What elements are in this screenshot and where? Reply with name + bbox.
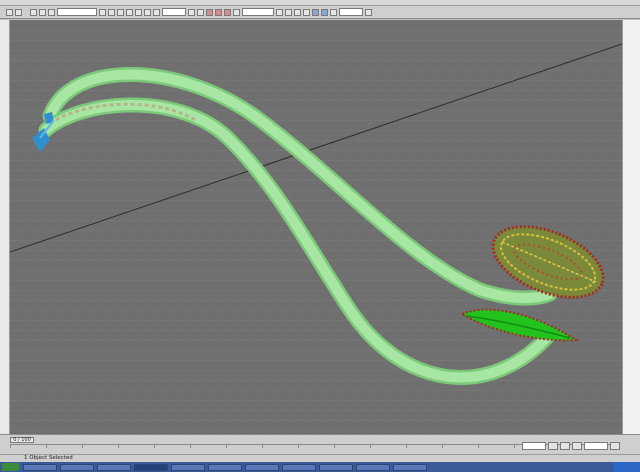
- percent-snap-icon[interactable]: [215, 8, 222, 16]
- pivot-icon[interactable]: [188, 8, 195, 16]
- snap-icon[interactable]: [197, 8, 204, 16]
- os-taskbar: [0, 462, 640, 472]
- render-type-dropdown[interactable]: [339, 8, 363, 16]
- goto-start-icon[interactable]: [548, 442, 558, 450]
- viewport-perspective[interactable]: [10, 20, 622, 434]
- gizmo-icon[interactable]: [32, 112, 55, 152]
- taskbar-item[interactable]: [282, 463, 316, 471]
- key-mode-field[interactable]: [522, 442, 546, 450]
- select-link-icon[interactable]: [30, 8, 37, 16]
- curve-editor-icon[interactable]: [303, 8, 310, 16]
- taskbar-item[interactable]: [23, 463, 57, 471]
- time-slider[interactable]: 0 / 100: [10, 437, 34, 443]
- taskbar-item[interactable]: [208, 463, 242, 471]
- system-tray: [614, 462, 640, 472]
- taskbar-item[interactable]: [134, 463, 168, 471]
- region-select-icon[interactable]: [117, 8, 124, 16]
- bind-spacewarp-icon[interactable]: [48, 8, 55, 16]
- angle-snap-icon[interactable]: [206, 8, 213, 16]
- selection-filter-dropdown[interactable]: [57, 8, 97, 16]
- taskbar-item[interactable]: [319, 463, 353, 471]
- spinner-snap-icon[interactable]: [224, 8, 231, 16]
- layer-icon[interactable]: [294, 8, 301, 16]
- window-crossing-icon[interactable]: [126, 8, 133, 16]
- rotate-icon[interactable]: [144, 8, 151, 16]
- taskbar-item[interactable]: [356, 463, 390, 471]
- redo-icon[interactable]: [15, 8, 22, 16]
- main-toolbar: [0, 6, 640, 19]
- time-config-icon[interactable]: [610, 442, 620, 450]
- schematic-icon[interactable]: [312, 8, 319, 16]
- unlink-icon[interactable]: [39, 8, 46, 16]
- move-icon[interactable]: [135, 8, 142, 16]
- time-slider-bar: 0 / 100: [0, 434, 640, 454]
- stem-tube-upper[interactable]: [42, 67, 558, 306]
- render-icon[interactable]: [365, 8, 372, 16]
- animation-controls: [522, 442, 620, 450]
- material-editor-icon[interactable]: [321, 8, 328, 16]
- goto-end-icon[interactable]: [572, 442, 582, 450]
- status-bar: 1 Object Selected: [0, 454, 640, 462]
- align-icon[interactable]: [285, 8, 292, 16]
- menu-bar: [0, 0, 640, 6]
- selection-status-text: 1 Object Selected: [24, 455, 73, 461]
- grid-axis-line: [10, 43, 622, 253]
- timeline-track[interactable]: [10, 444, 618, 453]
- left-panel-strip: [0, 20, 10, 434]
- leaf-lower[interactable]: [459, 308, 579, 342]
- viewport-canvas: [10, 20, 622, 434]
- current-frame-field[interactable]: [584, 442, 608, 450]
- right-panel-strip: [622, 20, 640, 434]
- play-icon[interactable]: [560, 442, 570, 450]
- taskbar-item[interactable]: [393, 463, 427, 471]
- undo-icon[interactable]: [6, 8, 13, 16]
- scale-icon[interactable]: [153, 8, 160, 16]
- mirror-icon[interactable]: [276, 8, 283, 16]
- taskbar-item[interactable]: [97, 463, 131, 471]
- taskbar-item[interactable]: [60, 463, 94, 471]
- reference-coordinate-dropdown[interactable]: [162, 8, 186, 16]
- stem-tube-lower[interactable]: [38, 97, 556, 385]
- start-button[interactable]: [2, 463, 20, 471]
- select-object-icon[interactable]: [99, 8, 106, 16]
- render-setup-icon[interactable]: [330, 8, 337, 16]
- named-selection-icon[interactable]: [233, 8, 240, 16]
- select-by-name-icon[interactable]: [108, 8, 115, 16]
- taskbar-item[interactable]: [245, 463, 279, 471]
- leaf-selected-upper[interactable]: [483, 212, 613, 311]
- named-selection-dropdown[interactable]: [242, 8, 274, 16]
- taskbar-item[interactable]: [171, 463, 205, 471]
